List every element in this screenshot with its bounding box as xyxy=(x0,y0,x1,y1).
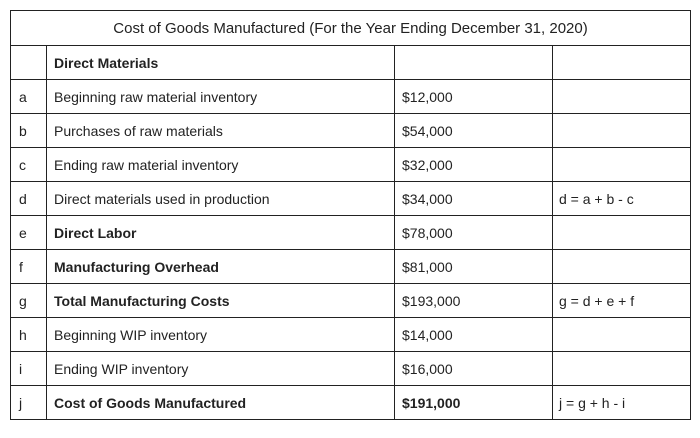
table-row: e Direct Labor $78,000 xyxy=(10,215,692,250)
row-formula xyxy=(551,147,692,182)
section-header-row: Direct Materials xyxy=(10,45,692,80)
row-label: Direct materials used in production xyxy=(46,181,395,216)
row-letter: g xyxy=(10,283,47,318)
row-formula: j = g + h - i xyxy=(551,385,692,420)
amount-cell xyxy=(394,45,553,80)
table-row: d Direct materials used in production $34,… xyxy=(10,181,692,216)
row-label: Beginning raw material inventory xyxy=(46,79,395,114)
table-title-row: Cost of Goods Manufactured (For the Year… xyxy=(9,10,692,46)
row-amount: $193,000 xyxy=(394,283,553,318)
table-row: h Beginning WIP inventory $14,000 xyxy=(10,317,692,352)
row-amount: $14,000 xyxy=(394,317,553,352)
table-row: j Cost of Goods Manufactured $191,000 j = g… xyxy=(10,385,692,420)
table-row: i Ending WIP inventory $16,000 xyxy=(10,351,692,386)
table-title: Cost of Goods Manufactured (For the Year… xyxy=(9,10,692,46)
row-amount: $81,000 xyxy=(394,249,553,284)
row-letter: f xyxy=(10,249,47,284)
row-formula xyxy=(551,215,692,250)
row-letter: e xyxy=(10,215,47,250)
row-label: Ending raw material inventory xyxy=(46,147,395,182)
table-row: b Purchases of raw materials $54,000 xyxy=(10,113,692,148)
row-letter: h xyxy=(10,317,47,352)
row-amount: $32,000 xyxy=(394,147,553,182)
row-letter: b xyxy=(10,113,47,148)
row-label: Ending WIP inventory xyxy=(46,351,395,386)
row-amount: $191,000 xyxy=(394,385,553,420)
table-row: c Ending raw material inventory $32,000 xyxy=(10,147,692,182)
formula-cell xyxy=(551,45,692,80)
table-row: a Beginning raw material inventory $12,000 xyxy=(10,79,692,114)
row-letter: i xyxy=(10,351,47,386)
cost-of-goods-manufactured-table: Cost of Goods Manufactured (For the Year… xyxy=(9,10,692,420)
row-formula: g = d + e + f xyxy=(551,283,692,318)
row-amount: $12,000 xyxy=(394,79,553,114)
table-row: f Manufacturing Overhead $81,000 xyxy=(10,249,692,284)
row-letter: d xyxy=(10,181,47,216)
row-formula xyxy=(551,249,692,284)
row-label: Cost of Goods Manufactured xyxy=(46,385,395,420)
section-header-label: Direct Materials xyxy=(46,45,395,80)
row-label: Purchases of raw materials xyxy=(46,113,395,148)
row-letter: c xyxy=(10,147,47,182)
table-row: g Total Manufacturing Costs $193,000 g = d … xyxy=(10,283,692,318)
row-letter: j xyxy=(10,385,47,420)
row-label: Total Manufacturing Costs xyxy=(46,283,395,318)
row-label: Direct Labor xyxy=(46,215,395,250)
row-formula xyxy=(551,351,692,386)
row-amount: $78,000 xyxy=(394,215,553,250)
row-letter-cell xyxy=(10,45,47,80)
row-amount: $16,000 xyxy=(394,351,553,386)
row-letter: a xyxy=(10,79,47,114)
row-formula xyxy=(551,113,692,148)
row-label: Beginning WIP inventory xyxy=(46,317,395,352)
row-formula xyxy=(551,317,692,352)
row-formula: d = a + b - c xyxy=(551,181,692,216)
row-amount: $34,000 xyxy=(394,181,553,216)
row-amount: $54,000 xyxy=(394,113,553,148)
row-label: Manufacturing Overhead xyxy=(46,249,395,284)
row-formula xyxy=(551,79,692,114)
cogm-table-container: Cost of Goods Manufactured (For the Year… xyxy=(9,10,692,420)
